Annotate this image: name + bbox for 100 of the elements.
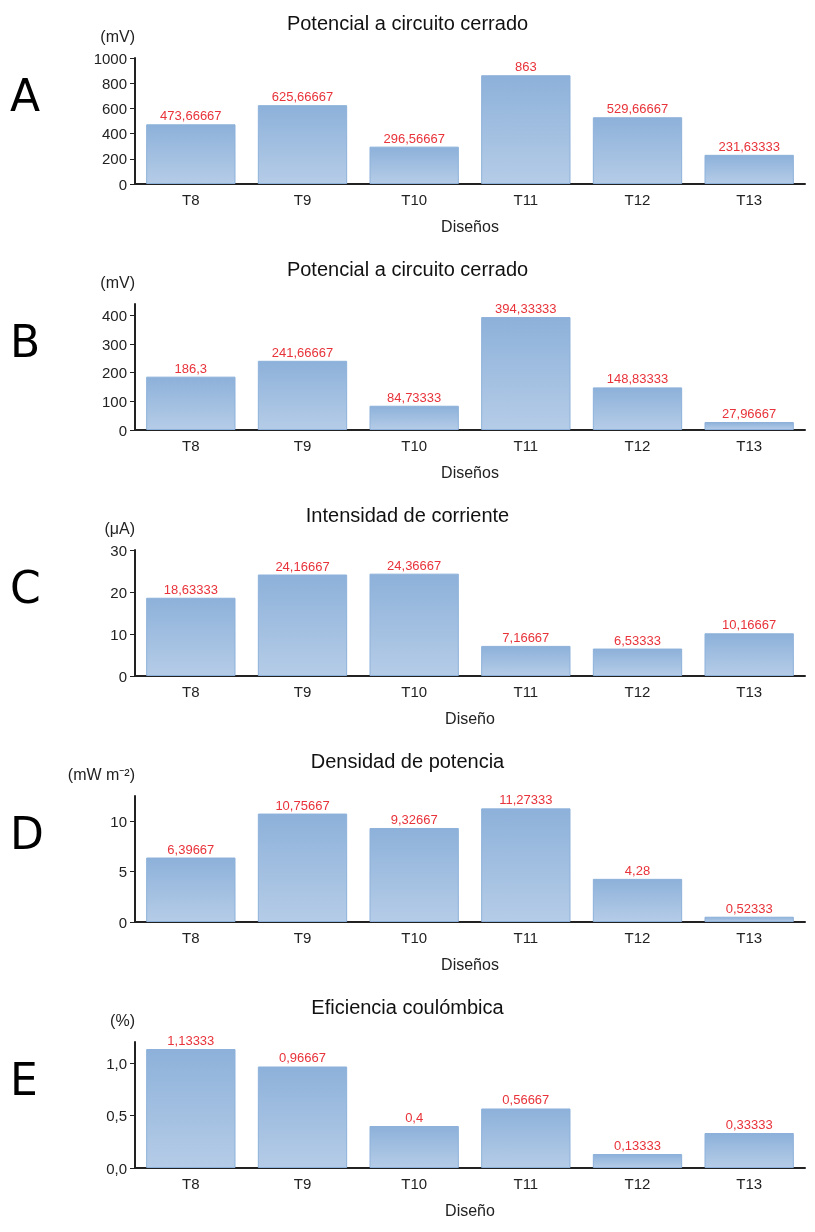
text: D [10, 808, 44, 859]
data-label: 241,66667 [271, 344, 334, 360]
bar [146, 597, 236, 676]
data-label: 473,66667 [160, 108, 222, 124]
y-axis-title: (mV) [100, 27, 135, 45]
y-tick-label: 800 [101, 74, 127, 92]
x-tick-label: T10 [401, 437, 428, 454]
y-tick-label: 10 [110, 812, 127, 830]
x-tick-label: T8 [182, 437, 200, 454]
x-tick-label: T8 [182, 929, 200, 946]
bar [704, 916, 794, 922]
bar [704, 633, 794, 676]
data-label: 84,73333 [387, 389, 442, 405]
x-tick-label: T13 [736, 683, 763, 700]
data-label: 0,13333 [614, 1138, 661, 1153]
data-label: 4,28 [624, 862, 651, 878]
bar [369, 573, 459, 676]
bar [481, 808, 571, 922]
y-tick-label: 30 [110, 541, 127, 559]
y-tick-label: 300 [101, 335, 127, 353]
data-label: 625,66667 [271, 89, 334, 105]
text: A [10, 70, 41, 121]
x-tick-label: T12 [624, 1175, 651, 1192]
data-label: 1,13333 [167, 1033, 215, 1048]
data-label: 148,83333 [606, 371, 669, 387]
y-tick-label: 5 [118, 863, 127, 881]
bar [592, 878, 683, 922]
data-label: 9,32667 [390, 811, 438, 827]
y-tick-label: 0 [118, 175, 127, 193]
y-tick-label: 400 [101, 306, 127, 324]
text: E [10, 1054, 38, 1105]
chart-title: Intensidad de corriente [305, 504, 510, 526]
bar [704, 154, 794, 184]
x-tick-label: T13 [736, 929, 763, 946]
x-tick-label: T13 [736, 191, 763, 208]
y-tick-label: 10 [110, 625, 127, 643]
x-tick-label: T11 [513, 191, 539, 208]
data-label: 10,75667 [275, 797, 330, 813]
data-label: 186,3 [174, 360, 208, 376]
bar [257, 574, 348, 676]
data-label: 6,53333 [614, 632, 661, 648]
data-label: 0,96667 [279, 1050, 326, 1066]
x-axis-title: Diseño [445, 709, 495, 727]
text: C [10, 562, 41, 613]
data-label: 296,56667 [383, 130, 445, 146]
chart-title: Eficiencia coulómbica [311, 996, 505, 1018]
x-tick-label: T13 [736, 1175, 763, 1192]
x-tick-label: T8 [182, 1175, 200, 1192]
y-tick-label: 1,0 [106, 1054, 127, 1072]
y-tick-label: 0 [118, 421, 127, 439]
bar [257, 813, 348, 922]
x-tick-label: T9 [293, 191, 312, 208]
x-tick-label: T9 [293, 1175, 312, 1192]
y-tick-label: 0 [118, 913, 127, 931]
data-label: 11,27333 [499, 792, 553, 808]
x-tick-label: T8 [182, 683, 200, 700]
y-axis-title: (%) [110, 1011, 135, 1029]
bar [369, 405, 459, 430]
y-tick-label: 200 [101, 364, 127, 382]
y-tick-label: 400 [101, 125, 127, 143]
x-tick-label: T12 [624, 683, 651, 700]
x-tick-label: T11 [513, 1175, 539, 1192]
data-label: 7,16667 [502, 629, 550, 645]
x-tick-label: T12 [624, 929, 651, 946]
y-tick-label: 100 [101, 392, 127, 410]
bar [369, 146, 459, 184]
data-label: 0,52333 [725, 900, 773, 916]
y-axis-title: (mV) [100, 273, 135, 291]
y-tick-label: 600 [101, 99, 127, 117]
bar [146, 124, 236, 184]
x-tick-label: T9 [293, 929, 312, 946]
bar [257, 105, 348, 184]
bar [369, 1126, 459, 1168]
data-label: 394,33333 [495, 301, 557, 317]
y-tick-label: 0,5 [106, 1107, 127, 1124]
bar [592, 117, 683, 184]
bar [592, 1154, 683, 1168]
x-tick-label: T11 [513, 683, 539, 700]
bar [369, 827, 459, 922]
bar [146, 1049, 236, 1168]
bar [481, 75, 571, 184]
y-axis-title: (μA) [104, 519, 135, 537]
y-tick-label: 20 [110, 583, 127, 601]
bar [257, 1066, 348, 1168]
x-tick-label: T10 [401, 1175, 428, 1192]
data-label: 24,36667 [387, 557, 442, 573]
bar [257, 360, 348, 430]
data-label: 231,63333 [718, 138, 780, 154]
x-tick-label: T13 [736, 437, 763, 454]
x-axis-title: Diseños [441, 217, 499, 235]
x-tick-label: T12 [624, 191, 651, 208]
x-tick-label: T9 [293, 437, 312, 454]
bar [481, 317, 571, 430]
data-label: 863 [514, 59, 537, 75]
x-axis-title: Diseños [441, 955, 499, 973]
bar [146, 857, 236, 922]
text: B [10, 316, 41, 367]
data-label: 529,66667 [606, 101, 669, 117]
y-tick-label: 200 [101, 150, 127, 168]
data-label: 0,4 [405, 1110, 424, 1125]
